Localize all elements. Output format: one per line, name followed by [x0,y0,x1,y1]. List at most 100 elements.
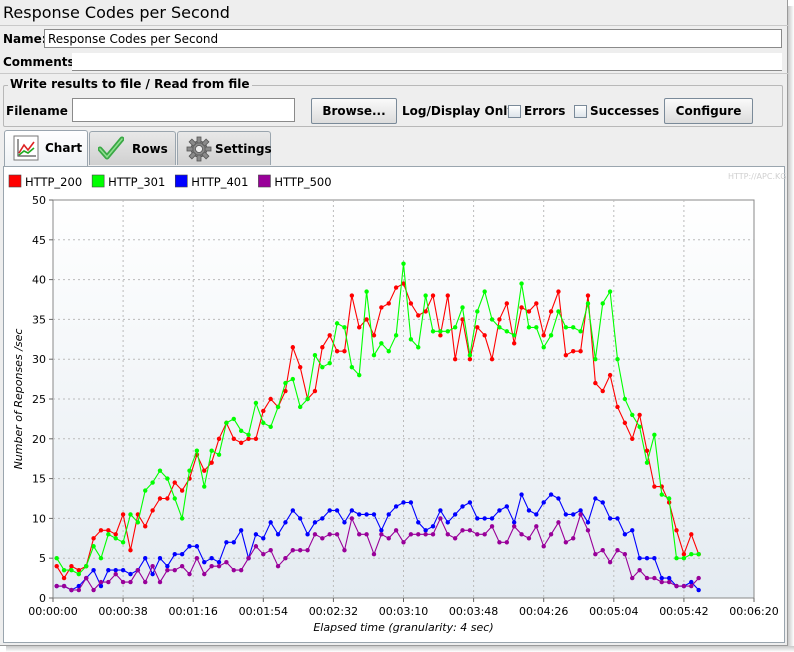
y-tick-label: 5 [39,552,46,565]
data-point [379,532,384,537]
x-tick-label: 00:02:32 [309,605,358,618]
log-display-label: Log/Display Only: [402,104,520,118]
name-input[interactable] [44,29,782,48]
comments-input[interactable] [72,53,782,71]
data-point [696,575,701,581]
data-point [519,532,524,537]
errors-checkbox[interactable] [508,105,521,118]
data-point [556,309,561,314]
data-point [69,567,74,573]
filename-input[interactable] [72,98,295,122]
data-point [157,496,163,501]
data-point [120,540,126,545]
browse-button[interactable]: Browse... [311,98,397,124]
data-point [526,536,532,541]
tab-rows[interactable]: Rows [89,131,176,165]
data-point [467,357,473,362]
data-point [179,563,185,569]
data-point [674,583,679,589]
data-point [224,540,229,545]
data-point [349,293,355,298]
data-point [430,329,436,334]
data-point [371,512,377,517]
data-point [511,524,517,529]
data-point [172,480,177,485]
data-point [386,301,391,306]
data-point [467,353,473,358]
data-point [423,528,428,533]
data-point [275,532,281,537]
data-point [615,516,620,521]
data-point [541,500,546,505]
data-point [106,532,111,537]
data-point [165,496,170,501]
data-point [519,281,524,286]
tab-chart[interactable]: Chart [4,130,88,166]
data-point [659,492,664,497]
data-point [187,544,192,549]
data-point [489,524,495,529]
data-point [467,500,473,505]
data-point [497,325,502,330]
data-point [681,552,687,557]
data-point [297,548,303,553]
data-point [283,380,288,386]
data-point [689,583,694,589]
data-point [526,309,532,314]
data-point [534,524,539,529]
data-point [128,579,133,585]
y-tick-label: 45 [32,234,46,247]
data-point [423,532,428,537]
data-point [556,289,561,294]
data-point [194,544,200,549]
x-tick-label: 00:03:48 [449,605,498,618]
data-point [578,508,583,513]
data-point [637,424,642,430]
data-point [379,528,384,533]
data-point [666,579,672,585]
data-point [674,528,679,533]
name-label: Name: [3,32,47,46]
chart-icon [13,135,39,161]
series-line [56,492,700,591]
tab-settings[interactable]: Settings [177,131,272,165]
data-point [607,289,613,294]
data-point [622,420,628,426]
data-point [283,520,288,525]
data-point [571,349,576,354]
data-point [497,508,502,513]
data-point [408,301,414,306]
data-point [98,556,104,561]
data-point [482,516,487,521]
data-point [475,309,480,314]
data-point [556,496,561,501]
data-point [563,540,569,545]
data-point [534,512,539,517]
data-point [305,532,310,537]
data-point [438,516,443,521]
data-point [696,587,701,593]
y-tick-label: 30 [32,353,46,366]
data-point [165,567,170,573]
configure-button[interactable]: Configure [664,98,753,124]
series-line [56,512,700,591]
data-point [563,325,569,330]
y-tick-label: 20 [32,433,46,446]
data-point [231,567,236,573]
y-axis-label: Number of Reponses /sec [12,329,25,470]
data-point [689,552,694,557]
data-point [452,512,458,517]
x-tick-label: 00:03:10 [379,605,428,618]
data-point [578,349,583,354]
comments-label: Comments: [3,55,80,69]
data-point [416,532,421,537]
data-point [497,317,502,322]
data-point [666,575,672,581]
data-point [681,556,687,561]
data-point [445,520,450,525]
successes-checkbox[interactable] [574,105,587,118]
data-point [290,508,296,513]
data-point [438,333,443,338]
data-point [283,556,288,561]
data-point [312,388,318,394]
